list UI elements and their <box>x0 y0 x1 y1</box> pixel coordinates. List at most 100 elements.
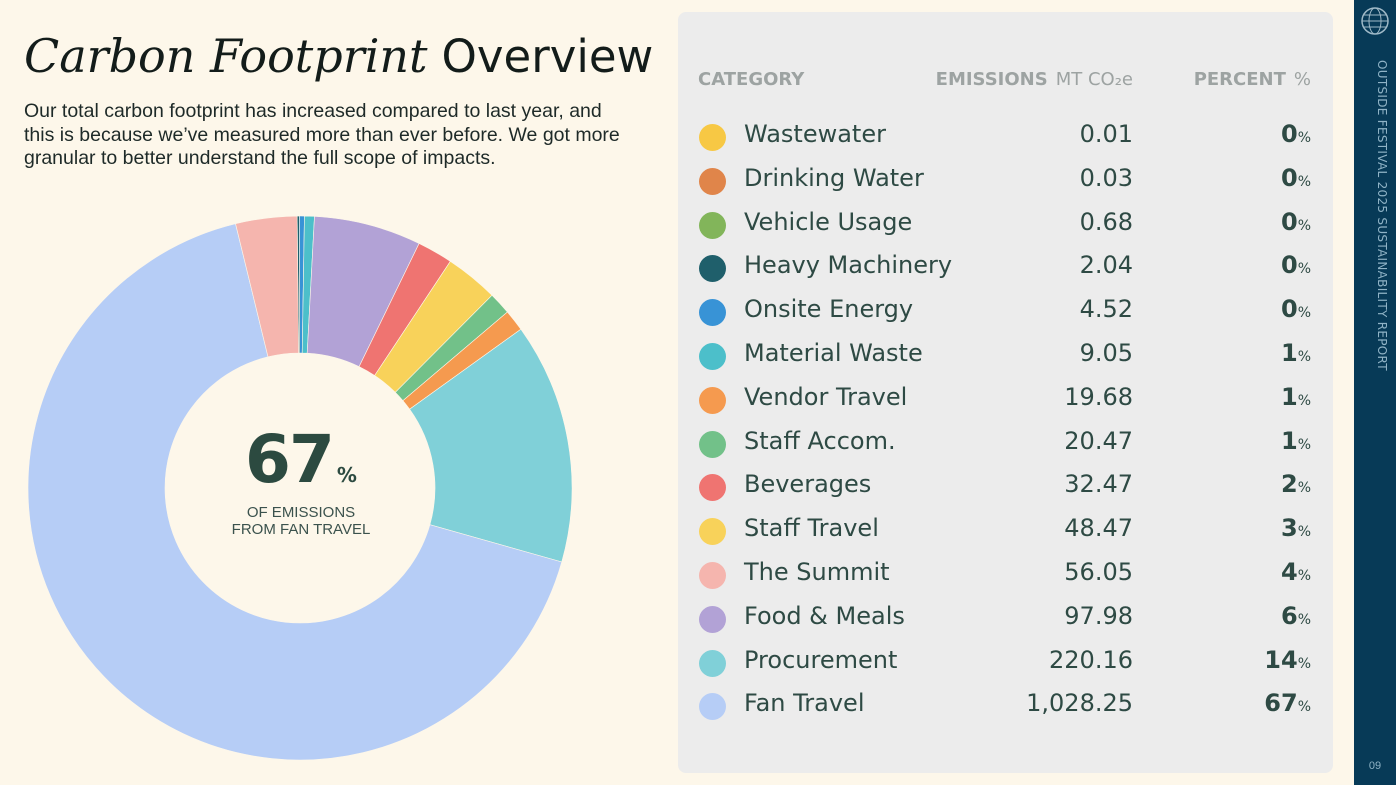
row-emissions: 48.47 <box>1064 514 1133 543</box>
header-emissions: EMISSIONS MT CO₂e <box>935 69 1133 90</box>
title-sans-part: Overview <box>441 30 654 83</box>
row-percent-value: 2 <box>1280 470 1298 499</box>
table-row-drinking-water: Drinking Water 0.03 0% <box>678 158 1333 202</box>
row-category: Staff Accom. <box>744 426 896 455</box>
header-category: CATEGORY <box>698 69 805 90</box>
row-category: Wastewater <box>744 120 886 148</box>
row-category: Procurement <box>744 645 898 674</box>
row-percent-sign: % <box>1297 173 1311 190</box>
row-percent-sign: % <box>1297 568 1311 584</box>
row-percent-value: 3 <box>1280 514 1298 543</box>
table-row-staff-accom: Staff Accom. 20.47 1% <box>678 421 1333 465</box>
table-row-onsite-energy: Onsite Energy 4.52 0% <box>678 289 1333 333</box>
row-emissions: 97.98 <box>1064 601 1133 630</box>
row-percent-sign: % <box>1297 261 1311 278</box>
row-percent-value: 1 <box>1280 382 1298 411</box>
legend-swatch <box>699 255 726 283</box>
legend-swatch <box>699 299 726 327</box>
row-percent-sign: % <box>1297 480 1311 497</box>
row-emissions: 56.05 <box>1064 558 1133 586</box>
table-row-wastewater: Wastewater 0.01 0% <box>678 114 1333 158</box>
row-percent: 67% <box>1264 689 1311 717</box>
legend-swatch <box>699 386 726 414</box>
table-row-vehicle-usage: Vehicle Usage 0.68 0% <box>678 202 1333 246</box>
legend-swatch <box>699 343 726 370</box>
row-emissions: 2.04 <box>1079 251 1133 280</box>
legend-swatch <box>699 124 726 151</box>
row-category: Beverages <box>744 470 872 499</box>
table-row-beverages: Beverages 32.47 2% <box>678 464 1333 508</box>
row-percent-sign: % <box>1297 392 1311 409</box>
title-serif-part: Carbon Footprint <box>24 29 428 83</box>
side-bar: OUTSIDE FESTIVAL 2025 SUSTAINABILITY REP… <box>1354 0 1396 785</box>
row-percent: 4% <box>1281 558 1311 586</box>
table-row-food-meals: Food & Meals 97.98 6% <box>678 596 1333 640</box>
row-category: Vehicle Usage <box>744 207 913 236</box>
header-percent-unit: % <box>1293 69 1311 90</box>
row-percent-value: 0 <box>1280 207 1298 236</box>
row-percent-value: 4 <box>1280 558 1298 586</box>
row-percent-value: 0 <box>1280 251 1298 280</box>
row-category: Staff Travel <box>744 514 879 543</box>
row-category: Vendor Travel <box>744 382 908 411</box>
row-category: Material Waste <box>744 339 923 367</box>
row-percent: 1% <box>1281 339 1311 367</box>
row-emissions: 0.03 <box>1079 163 1133 192</box>
row-percent: 6% <box>1281 602 1311 630</box>
row-percent-sign: % <box>1297 611 1311 628</box>
table-row-staff-travel: Staff Travel 48.47 3% <box>678 508 1333 552</box>
row-percent-sign: % <box>1297 524 1311 541</box>
row-emissions: 4.52 <box>1079 295 1133 324</box>
row-emissions: 32.47 <box>1064 470 1133 499</box>
table-row-the-summit: The Summit 56.05 4% <box>678 552 1333 596</box>
donut-slice-procurement <box>409 328 573 563</box>
row-category: Fan Travel <box>744 689 865 718</box>
table-row-heavy-machinery: Heavy Machinery 2.04 0% <box>678 245 1333 289</box>
row-emissions: 220.16 <box>1049 645 1133 674</box>
row-percent: 0% <box>1281 295 1311 323</box>
row-percent-sign: % <box>1297 655 1311 672</box>
center-caption: OF EMISSIONS FROM FAN TRAVEL <box>166 504 436 538</box>
row-percent-value: 1 <box>1280 426 1298 455</box>
row-emissions: 19.68 <box>1064 382 1133 411</box>
donut-center-label: 67% OF EMISSIONS FROM FAN TRAVEL <box>166 420 436 538</box>
legend-swatch <box>699 167 726 195</box>
intro-paragraph: Our total carbon footprint has increased… <box>24 100 620 169</box>
row-percent: 1% <box>1281 383 1311 411</box>
donut-slice-the-summit <box>235 215 299 358</box>
row-percent-value: 0 <box>1280 120 1298 148</box>
legend-swatch <box>699 430 726 458</box>
row-percent-value: 6 <box>1280 601 1298 630</box>
row-percent-sign: % <box>1297 305 1311 322</box>
row-percent: 0% <box>1281 120 1311 148</box>
center-percent-sign: % <box>336 463 357 487</box>
emissions-table-panel: CATEGORY EMISSIONS MT CO₂e PERCENT% Waste… <box>678 12 1333 773</box>
row-percent-value: 14 <box>1264 645 1298 674</box>
donut-slice-fan-travel <box>27 223 563 761</box>
row-percent-value: 0 <box>1280 295 1298 324</box>
row-emissions: 9.05 <box>1079 339 1133 367</box>
row-percent-value: 67 <box>1264 689 1298 718</box>
row-emissions: 20.47 <box>1064 426 1133 455</box>
legend-swatch <box>699 605 726 633</box>
table-row-material-waste: Material Waste 9.05 1% <box>678 333 1333 377</box>
legend-swatch <box>699 649 726 677</box>
center-caption-line1: OF EMISSIONS <box>246 504 356 521</box>
row-emissions: 1,028.25 <box>1026 689 1133 718</box>
row-category: Drinking Water <box>744 163 924 192</box>
row-percent: 0% <box>1281 164 1311 192</box>
legend-swatch <box>699 211 726 239</box>
row-percent-sign: % <box>1297 130 1311 146</box>
row-category: Onsite Energy <box>744 295 914 324</box>
header-percent: PERCENT% <box>1193 69 1311 90</box>
row-percent-sign: % <box>1297 699 1311 716</box>
donut-chart <box>27 215 573 761</box>
legend-swatch <box>699 518 726 546</box>
center-big-number: 67 <box>245 421 335 498</box>
page-number: 09 <box>1368 760 1382 772</box>
globe-icon <box>1361 7 1389 35</box>
row-percent: 1% <box>1281 427 1311 455</box>
row-emissions: 0.68 <box>1079 207 1133 236</box>
report-vertical-title: OUTSIDE FESTIVAL 2025 SUSTAINABILITY REP… <box>1375 60 1389 371</box>
row-emissions: 0.01 <box>1079 120 1133 148</box>
